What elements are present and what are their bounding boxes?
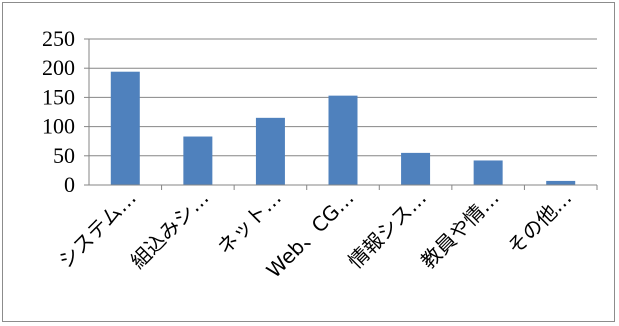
- bar: [110, 71, 140, 185]
- x-category-label: ネット…: [212, 186, 286, 260]
- x-category-label: 教員や情…: [416, 186, 504, 274]
- bar: [328, 95, 358, 185]
- x-category-label: システム…: [54, 186, 141, 273]
- bar: [255, 117, 285, 185]
- y-tick-label: 0: [64, 172, 75, 197]
- x-category-label: 組込みシ…: [126, 186, 214, 274]
- y-tick-labels: 0 50 100 150 200 250: [42, 26, 75, 197]
- y-tick-label: 150: [42, 84, 75, 109]
- chart-frame: 0 50 100 150 200 250 システム… 組込みシ… ネット… Web、CG… 情報シ…: [2, 2, 615, 322]
- x-category-label: 情報シス…: [343, 186, 431, 274]
- bars: [110, 71, 576, 185]
- y-tick-label: 50: [53, 143, 75, 168]
- y-tick-label: 250: [42, 26, 75, 51]
- bar: [183, 136, 213, 185]
- axes: [84, 38, 598, 190]
- y-tick-label: 200: [42, 55, 75, 80]
- bar: [401, 152, 431, 185]
- bar: [546, 180, 576, 185]
- y-tick-label: 100: [42, 114, 75, 139]
- bar: [473, 160, 503, 185]
- bar-chart: 0 50 100 150 200 250 システム…組込みシ… ネット…Web、CG…情報シ…: [42, 26, 598, 283]
- x-category-label: その他…: [503, 186, 577, 260]
- x-category-labels: システム…組込みシ… ネット…Web、CG…情報シス…教員や情… その他…: [54, 186, 577, 283]
